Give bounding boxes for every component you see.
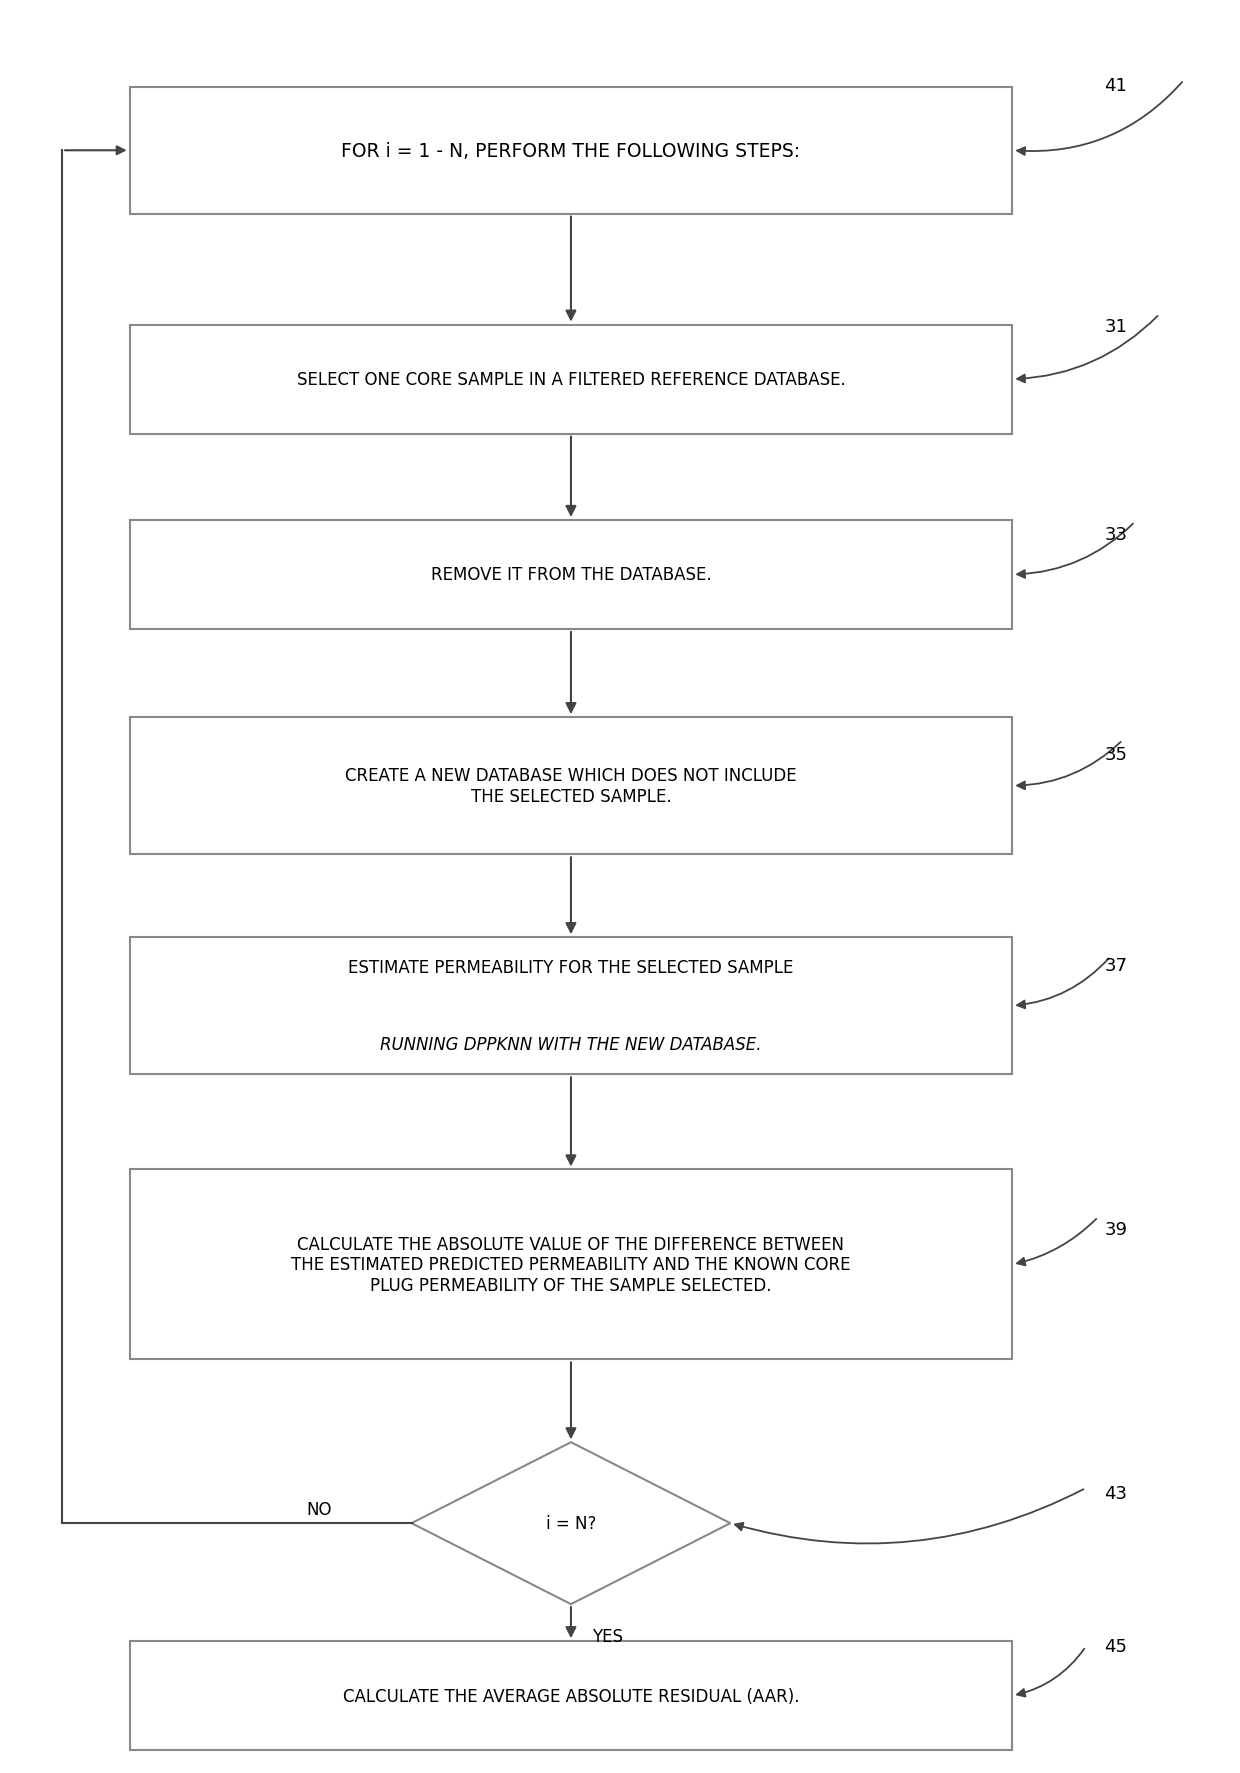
Text: NO: NO (306, 1500, 332, 1518)
Polygon shape (412, 1443, 730, 1605)
Text: 37: 37 (1105, 957, 1127, 975)
Text: 33: 33 (1105, 525, 1127, 544)
FancyBboxPatch shape (129, 1170, 1012, 1360)
Text: RUNNING DPPKNN WITH THE NEW DATABASE.: RUNNING DPPKNN WITH THE NEW DATABASE. (381, 1035, 761, 1053)
FancyBboxPatch shape (129, 521, 1012, 629)
Text: CALCULATE THE ABSOLUTE VALUE OF THE DIFFERENCE BETWEEN
THE ESTIMATED PREDICTED P: CALCULATE THE ABSOLUTE VALUE OF THE DIFF… (291, 1236, 851, 1294)
FancyBboxPatch shape (129, 1642, 1012, 1750)
Text: 45: 45 (1105, 1638, 1127, 1656)
Text: CREATE A NEW DATABASE WHICH DOES NOT INCLUDE
THE SELECTED SAMPLE.: CREATE A NEW DATABASE WHICH DOES NOT INC… (345, 768, 797, 805)
FancyBboxPatch shape (129, 89, 1012, 215)
Text: 41: 41 (1105, 76, 1127, 96)
Text: 43: 43 (1105, 1484, 1127, 1502)
FancyBboxPatch shape (129, 324, 1012, 434)
Text: REMOVE IT FROM THE DATABASE.: REMOVE IT FROM THE DATABASE. (430, 566, 712, 583)
FancyBboxPatch shape (129, 938, 1012, 1074)
Text: i = N?: i = N? (546, 1514, 596, 1532)
Text: FOR i = 1 - N, PERFORM THE FOLLOWING STEPS:: FOR i = 1 - N, PERFORM THE FOLLOWING STE… (341, 142, 801, 161)
Text: CALCULATE THE AVERAGE ABSOLUTE RESIDUAL (AAR).: CALCULATE THE AVERAGE ABSOLUTE RESIDUAL … (342, 1686, 800, 1704)
Text: SELECT ONE CORE SAMPLE IN A FILTERED REFERENCE DATABASE.: SELECT ONE CORE SAMPLE IN A FILTERED REF… (296, 371, 846, 388)
Text: ESTIMATE PERMEABILITY FOR THE SELECTED SAMPLE: ESTIMATE PERMEABILITY FOR THE SELECTED S… (348, 959, 794, 977)
Text: 35: 35 (1105, 746, 1127, 764)
Text: 39: 39 (1105, 1220, 1127, 1239)
Text: 31: 31 (1105, 317, 1127, 337)
Text: YES: YES (593, 1628, 624, 1645)
FancyBboxPatch shape (129, 718, 1012, 855)
